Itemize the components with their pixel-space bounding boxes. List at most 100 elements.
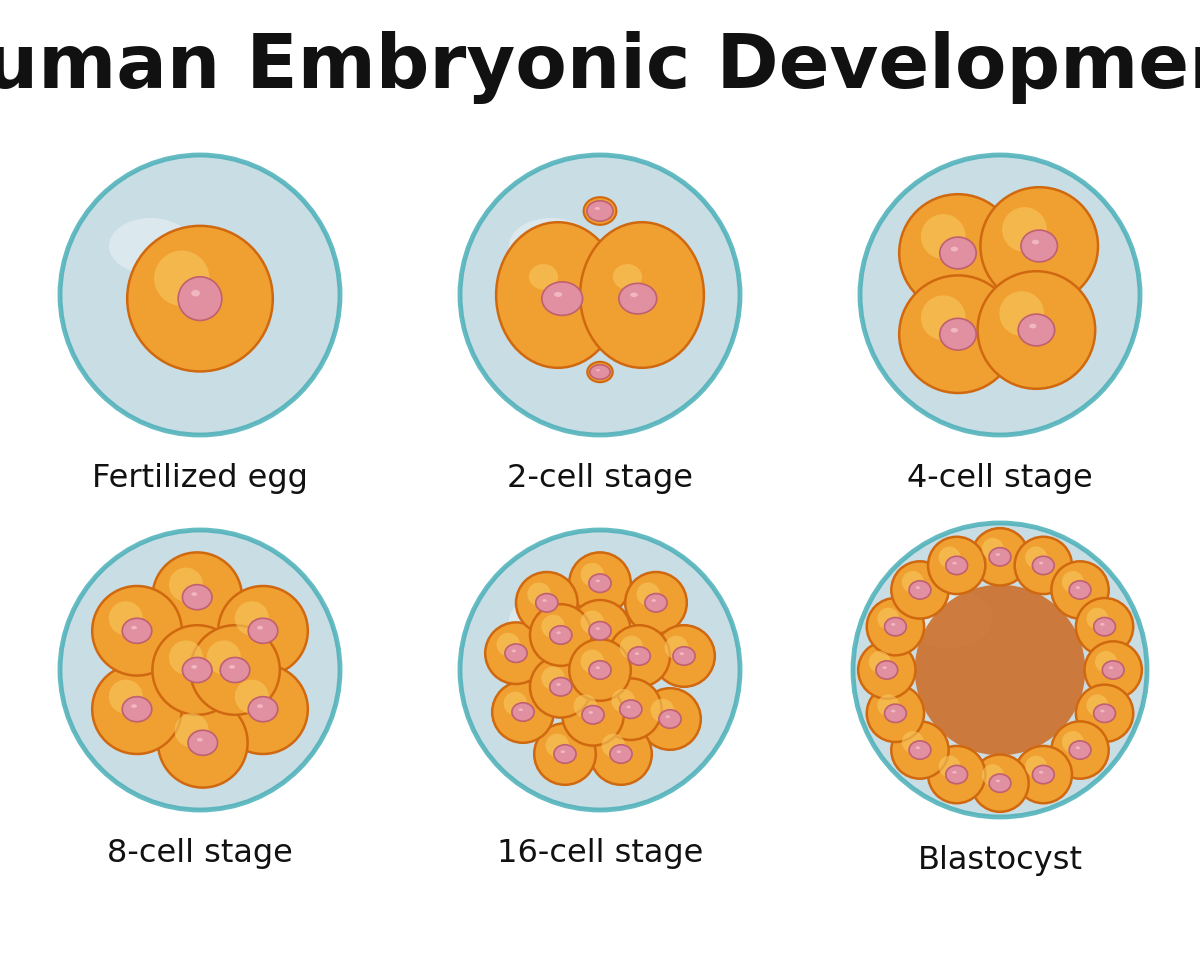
Ellipse shape	[1069, 581, 1091, 599]
Ellipse shape	[1039, 562, 1043, 564]
Circle shape	[527, 583, 551, 605]
Ellipse shape	[188, 731, 217, 755]
Ellipse shape	[191, 290, 200, 296]
Ellipse shape	[557, 631, 560, 634]
Circle shape	[1015, 746, 1072, 803]
Ellipse shape	[884, 704, 906, 723]
Ellipse shape	[940, 237, 977, 269]
Ellipse shape	[595, 207, 600, 210]
Circle shape	[1002, 207, 1046, 252]
Ellipse shape	[589, 622, 611, 640]
Circle shape	[892, 721, 949, 778]
Circle shape	[1096, 651, 1117, 673]
Circle shape	[978, 271, 1096, 389]
Ellipse shape	[1018, 314, 1055, 346]
Text: 4-cell stage: 4-cell stage	[907, 463, 1093, 494]
Ellipse shape	[460, 155, 740, 435]
Ellipse shape	[1075, 747, 1080, 749]
Circle shape	[928, 746, 985, 803]
Circle shape	[601, 733, 625, 757]
Ellipse shape	[496, 223, 620, 368]
Ellipse shape	[910, 581, 931, 599]
Ellipse shape	[619, 700, 642, 718]
Ellipse shape	[950, 328, 958, 332]
Ellipse shape	[554, 745, 576, 763]
Circle shape	[497, 633, 520, 656]
Ellipse shape	[587, 362, 613, 382]
Circle shape	[650, 699, 674, 722]
Ellipse shape	[996, 779, 1000, 782]
Ellipse shape	[582, 706, 604, 724]
Ellipse shape	[131, 626, 137, 629]
Circle shape	[608, 626, 670, 687]
Ellipse shape	[595, 667, 600, 669]
Ellipse shape	[989, 774, 1010, 793]
Circle shape	[154, 250, 210, 306]
Ellipse shape	[182, 584, 212, 609]
Circle shape	[1086, 607, 1109, 629]
Ellipse shape	[884, 618, 906, 636]
Ellipse shape	[191, 592, 197, 596]
Circle shape	[581, 649, 604, 673]
Circle shape	[127, 225, 272, 371]
Circle shape	[574, 694, 598, 718]
Circle shape	[902, 571, 924, 593]
Ellipse shape	[628, 647, 650, 666]
Ellipse shape	[460, 530, 740, 810]
Ellipse shape	[860, 155, 1140, 435]
Circle shape	[611, 689, 635, 712]
Ellipse shape	[996, 553, 1000, 556]
Circle shape	[902, 732, 924, 753]
Circle shape	[169, 641, 203, 674]
Ellipse shape	[587, 201, 613, 222]
Circle shape	[920, 214, 966, 259]
Circle shape	[892, 562, 949, 619]
Ellipse shape	[635, 652, 640, 655]
Ellipse shape	[679, 652, 684, 655]
Circle shape	[109, 680, 143, 713]
Circle shape	[485, 623, 547, 684]
Ellipse shape	[659, 710, 682, 729]
Circle shape	[971, 528, 1028, 585]
Circle shape	[206, 641, 241, 674]
Ellipse shape	[588, 711, 593, 714]
Ellipse shape	[910, 741, 931, 759]
Ellipse shape	[595, 580, 600, 583]
Ellipse shape	[560, 751, 565, 753]
Circle shape	[218, 665, 307, 754]
Ellipse shape	[248, 696, 277, 722]
Ellipse shape	[905, 589, 992, 647]
Circle shape	[877, 694, 899, 716]
Circle shape	[636, 583, 660, 605]
Circle shape	[92, 665, 182, 754]
Ellipse shape	[182, 657, 212, 683]
Circle shape	[530, 656, 592, 717]
Circle shape	[866, 598, 924, 655]
Circle shape	[581, 562, 604, 586]
Circle shape	[1000, 291, 1044, 336]
Ellipse shape	[953, 562, 956, 564]
Circle shape	[869, 651, 890, 673]
Text: Fertilized egg: Fertilized egg	[92, 463, 308, 494]
Ellipse shape	[248, 618, 277, 644]
Ellipse shape	[590, 365, 610, 379]
Ellipse shape	[950, 246, 958, 251]
Ellipse shape	[1093, 618, 1116, 636]
Circle shape	[1025, 546, 1048, 568]
Circle shape	[541, 615, 565, 638]
Circle shape	[152, 626, 242, 714]
Ellipse shape	[1030, 324, 1037, 329]
Ellipse shape	[257, 704, 263, 708]
Ellipse shape	[853, 523, 1147, 817]
Circle shape	[877, 607, 899, 629]
Circle shape	[899, 194, 1016, 311]
Circle shape	[971, 754, 1028, 812]
Circle shape	[1062, 732, 1084, 753]
Circle shape	[235, 602, 269, 635]
Ellipse shape	[512, 703, 534, 721]
Circle shape	[541, 667, 565, 690]
Ellipse shape	[673, 647, 695, 666]
Ellipse shape	[229, 665, 235, 668]
Ellipse shape	[595, 627, 600, 630]
Circle shape	[546, 733, 569, 757]
